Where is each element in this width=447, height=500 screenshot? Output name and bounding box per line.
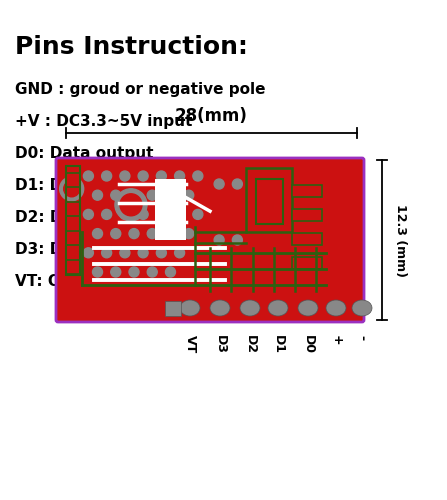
Bar (292, 185, 322, 197)
Bar (292, 233, 322, 245)
Circle shape (120, 171, 130, 181)
Text: 12.3 (mm): 12.3 (mm) (394, 204, 407, 277)
Circle shape (175, 248, 185, 258)
Circle shape (93, 190, 102, 200)
Bar (246, 168, 292, 232)
Bar (292, 257, 322, 269)
Circle shape (120, 194, 142, 216)
Circle shape (214, 179, 224, 189)
Circle shape (111, 267, 121, 277)
Circle shape (184, 190, 194, 200)
Text: D3: Data output: D3: Data output (15, 242, 153, 257)
Circle shape (101, 171, 112, 181)
Text: 28(mm): 28(mm) (175, 107, 248, 125)
Bar (256, 179, 283, 224)
Circle shape (93, 267, 102, 277)
Text: D3: D3 (214, 335, 227, 354)
Circle shape (63, 181, 80, 197)
Circle shape (129, 190, 139, 200)
Circle shape (84, 210, 93, 220)
Circle shape (60, 177, 84, 201)
Circle shape (111, 228, 121, 238)
Circle shape (165, 228, 176, 238)
Circle shape (138, 248, 148, 258)
Text: +V : DC3.3~5V input: +V : DC3.3~5V input (15, 114, 192, 129)
Circle shape (156, 210, 166, 220)
Circle shape (184, 228, 194, 238)
Circle shape (147, 228, 157, 238)
Ellipse shape (326, 300, 346, 316)
Circle shape (120, 248, 130, 258)
Bar (66, 260, 80, 274)
Circle shape (193, 210, 203, 220)
Text: D1: D1 (271, 335, 284, 354)
Ellipse shape (210, 300, 230, 316)
Ellipse shape (352, 300, 372, 316)
Circle shape (193, 171, 203, 181)
Circle shape (93, 228, 102, 238)
Text: Pins Instruction:: Pins Instruction: (15, 35, 248, 59)
Circle shape (147, 267, 157, 277)
Circle shape (147, 190, 157, 200)
Bar (66, 231, 80, 245)
Circle shape (138, 171, 148, 181)
Text: D1: Data output: D1: Data output (15, 178, 153, 193)
Text: VT: Output: VT: Output (15, 274, 108, 289)
Circle shape (156, 248, 166, 258)
Text: D0: Data output: D0: Data output (15, 146, 153, 161)
Text: D2: Data output: D2: Data output (15, 210, 154, 225)
Circle shape (115, 189, 147, 221)
Circle shape (129, 228, 139, 238)
Circle shape (84, 248, 93, 258)
Text: D2: D2 (244, 335, 257, 354)
Circle shape (156, 171, 166, 181)
Circle shape (84, 171, 93, 181)
Ellipse shape (268, 300, 288, 316)
Circle shape (165, 267, 176, 277)
Circle shape (232, 179, 242, 189)
Ellipse shape (298, 300, 318, 316)
FancyBboxPatch shape (56, 158, 364, 322)
Circle shape (232, 235, 242, 245)
Ellipse shape (180, 300, 200, 316)
Text: GND : groud or negative pole: GND : groud or negative pole (15, 82, 266, 97)
Circle shape (165, 190, 176, 200)
Circle shape (214, 235, 224, 245)
Circle shape (101, 210, 112, 220)
Text: D0: D0 (301, 335, 315, 354)
Text: +: + (329, 335, 342, 345)
Circle shape (175, 210, 185, 220)
Text: -: - (355, 335, 368, 340)
Circle shape (111, 190, 121, 200)
Text: VT: VT (184, 335, 197, 353)
Bar (155, 179, 186, 240)
Circle shape (120, 210, 130, 220)
Bar (66, 202, 80, 216)
Circle shape (138, 210, 148, 220)
Bar (66, 173, 80, 187)
Circle shape (175, 171, 185, 181)
Ellipse shape (240, 300, 260, 316)
Bar (165, 301, 181, 316)
Circle shape (101, 248, 112, 258)
Circle shape (129, 267, 139, 277)
Bar (292, 209, 322, 221)
Bar (66, 166, 80, 275)
